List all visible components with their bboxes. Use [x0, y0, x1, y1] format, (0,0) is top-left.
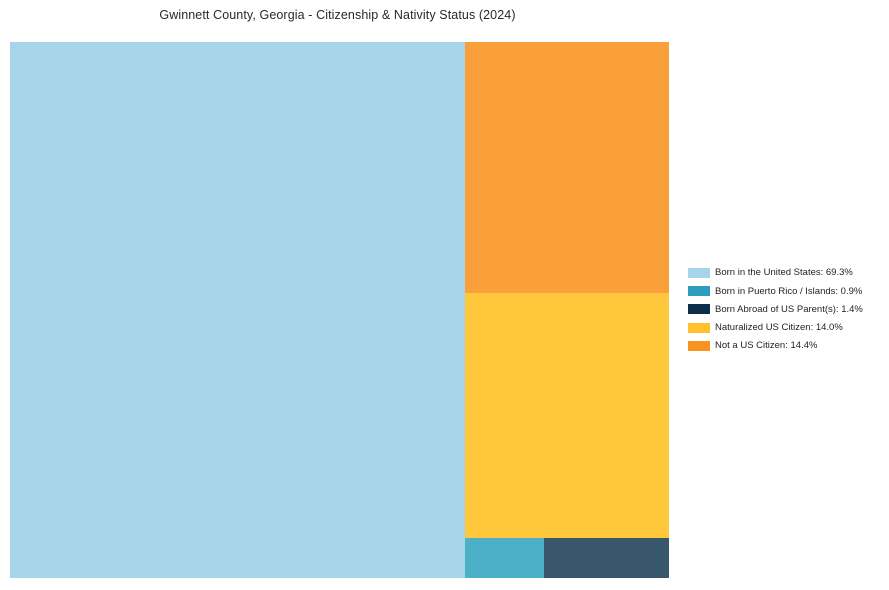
treemap-tile-born-in-the-united-states[interactable]: Born in the United States	[10, 42, 465, 578]
legend-item-label: Born in the United States: 69.3%	[715, 267, 853, 279]
legend-item-born-abroad-of-us-parents[interactable]: Born Abroad of US Parent(s): 1.4%	[688, 300, 883, 318]
chart-title: Gwinnett County, Georgia - Citizenship &…	[159, 8, 516, 22]
chart-legend: Born in the United States: 69.3% Born in…	[688, 264, 883, 355]
legend-item-born-in-the-united-states[interactable]: Born in the United States: 69.3%	[688, 264, 883, 282]
legend-item-born-in-puerto-rico-islands[interactable]: Born in Puerto Rico / Islands: 0.9%	[688, 282, 883, 300]
legend-swatch-icon	[688, 340, 710, 351]
treemap-tile-born-in-puerto-rico-islands[interactable]: Born in Puerto Rico / Islands	[465, 538, 544, 578]
treemap-tile-born-abroad-of-us-parents[interactable]: Born Abroad of US Parent(s)	[544, 538, 669, 578]
legend-swatch-icon	[688, 286, 710, 297]
legend-swatch-icon	[688, 322, 710, 333]
legend-swatch-icon	[688, 268, 710, 279]
legend-item-naturalized-us-citizen[interactable]: Naturalized US Citizen: 14.0%	[688, 319, 883, 337]
legend-item-label: Naturalized US Citizen: 14.0%	[715, 321, 843, 333]
legend-item-label: Not a US Citizen: 14.4%	[715, 340, 818, 352]
legend-item-label: Born in Puerto Rico / Islands: 0.9%	[715, 285, 863, 297]
treemap-tile-naturalized-us-citizen[interactable]: Naturalized US Citizen	[465, 293, 669, 538]
legend-item-not-a-us-citizen[interactable]: Not a US Citizen: 14.4%	[688, 337, 883, 355]
treemap-plot-area: Born in the United States Not a US Citiz…	[10, 42, 669, 578]
treemap-tile-not-a-us-citizen[interactable]: Not a US Citizen	[465, 42, 669, 293]
legend-swatch-icon	[688, 304, 710, 315]
legend-item-label: Born Abroad of US Parent(s): 1.4%	[715, 303, 863, 315]
